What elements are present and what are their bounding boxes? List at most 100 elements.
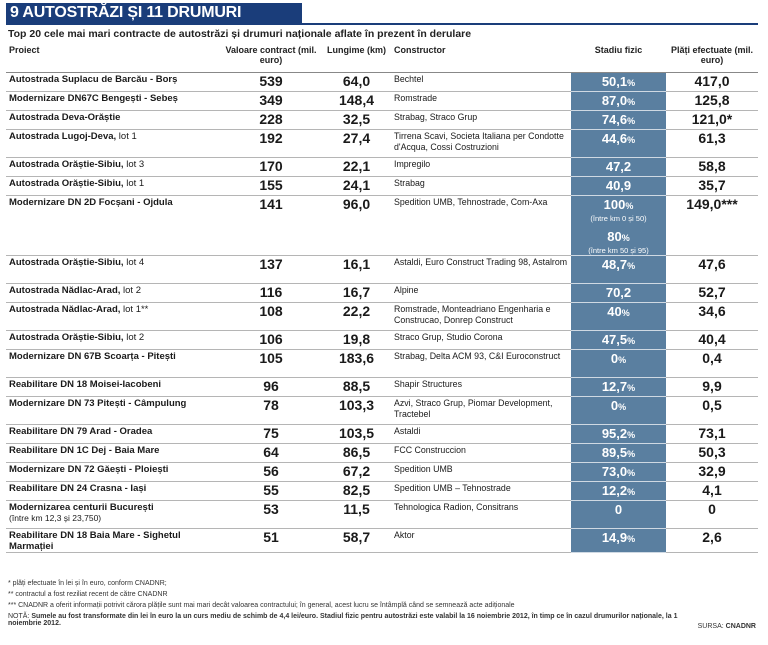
cell-status: 48,7% — [571, 255, 666, 284]
status-value: 44,6 — [601, 131, 628, 146]
cell-length: 58,7 — [322, 528, 391, 553]
cell-project: Modernizare DN 67B Scoarța - Pitești — [6, 349, 220, 378]
cell-contractor: Astaldi, Euro Construct Trading 98, Asta… — [391, 255, 571, 284]
cell-project: Autostrada Nădlac-Arad, lot 1** — [6, 302, 220, 331]
status-value: 47,2 — [605, 159, 632, 174]
cell-payments: 9,9 — [666, 377, 758, 397]
cell-length: 22,1 — [322, 157, 391, 177]
source: SURSA: CNADNR — [698, 623, 756, 630]
cell-length: 96,0 — [322, 195, 391, 256]
project-lot: lot 2 — [123, 332, 145, 343]
cell-value: 105 — [220, 349, 322, 378]
cell-value: 141 — [220, 195, 322, 256]
status-value: 47,5 — [601, 332, 628, 347]
cell-payments: 58,8 — [666, 157, 758, 177]
cell-contractor: Tirrena Scavi, Societa Italiana per Cond… — [391, 129, 571, 158]
cell-status: 74,6% — [571, 110, 666, 130]
status-percent: % — [621, 308, 630, 318]
cell-status: 40% — [571, 302, 666, 331]
table-row: Autostrada Orăștie-Sibiu, lot 2 106 19,8 St… — [6, 330, 758, 350]
project-name: Modernizare DN 67B Scoarța - Pitești — [9, 351, 176, 362]
cell-project: Autostrada Suplacu de Barcău - Borș — [6, 72, 220, 92]
cell-project: Autostrada Orăștie-Sibiu, lot 1 — [6, 176, 220, 196]
cell-value: 75 — [220, 424, 322, 444]
status-percent-2: % — [621, 233, 630, 243]
cell-project: Autostrada Nădlac-Arad, lot 2 — [6, 283, 220, 303]
cell-value: 539 — [220, 72, 322, 92]
project-name: Modernizare DN67C Bengești - Sebeș — [9, 93, 178, 104]
cell-project: Autostrada Orăștie-Sibiu, lot 4 — [6, 255, 220, 284]
header-contractor: Constructor — [391, 43, 571, 73]
status-note-2: (între km 50 și 95) — [588, 246, 649, 255]
table-row: Autostrada Suplacu de Barcău - Borș 539 64… — [6, 72, 758, 92]
cell-contractor: Spedition UMB – Tehnostrade — [391, 481, 571, 501]
cell-length: 183,6 — [322, 349, 391, 378]
cell-contractor: Azvi, Straco Grup, Piomar Development, T… — [391, 396, 571, 425]
cell-payments: 50,3 — [666, 443, 758, 463]
table-row: Modernizare DN 72 Găești - Ploiești 56 67,… — [6, 462, 758, 482]
cell-project: Modernizare DN67C Bengești - Sebeș — [6, 91, 220, 111]
status-value-2: 80 — [607, 229, 622, 244]
cell-project: Reabilitare DN 1C Dej - Baia Mare — [6, 443, 220, 463]
cell-length: 11,5 — [322, 500, 391, 529]
cell-length: 22,2 — [322, 302, 391, 331]
table-row: Reabilitare DN 1C Dej - Baia Mare 64 86,5 F… — [6, 443, 758, 463]
cell-length: 64,0 — [322, 72, 391, 92]
cell-length: 19,8 — [322, 330, 391, 350]
project-name: Autostrada Orăștie-Sibiu, — [9, 178, 124, 189]
title-rule — [6, 23, 758, 25]
cell-status: 12,2% — [571, 481, 666, 501]
status-percent: % — [627, 116, 636, 126]
status-value: 0 — [610, 398, 619, 413]
cell-status: 44,6% — [571, 129, 666, 158]
table-row: Autostrada Nădlac-Arad, lot 2 116 16,7 Alpi… — [6, 283, 758, 303]
header-payments: Plăți efectuate (mil. euro) — [666, 43, 758, 73]
status-note: (între km 0 și 50) — [590, 214, 647, 223]
cell-length: 16,7 — [322, 283, 391, 303]
cell-contractor: Astaldi — [391, 424, 571, 444]
status-value: 0 — [614, 502, 623, 517]
project-lot: lot 2 — [120, 285, 141, 296]
status-value: 95,2 — [601, 426, 628, 441]
status-percent: % — [627, 135, 636, 145]
cell-value: 55 — [220, 481, 322, 501]
cell-payments: 73,1 — [666, 424, 758, 444]
cell-contractor: Impregilo — [391, 157, 571, 177]
cell-project: Reabilitare DN 18 Moisei-Iacobeni — [6, 377, 220, 397]
cell-status: 0% — [571, 396, 666, 425]
table-row: Autostrada Nădlac-Arad, lot 1** 108 22,2 Ro… — [6, 302, 758, 331]
cell-payments: 35,7 — [666, 176, 758, 196]
table-row: Autostrada Lugoj-Deva, lot 1 192 27,4 Tirre… — [6, 129, 758, 158]
table-row: Reabilitare DN 18 Baia Mare - Sighetul M… — [6, 528, 758, 553]
cell-value: 64 — [220, 443, 322, 463]
project-name: Reabilitare DN 79 Arad - Oradea — [9, 426, 153, 437]
project-name: Autostrada Nădlac-Arad, — [9, 285, 121, 296]
cell-value: 56 — [220, 462, 322, 482]
cell-project: Reabilitare DN 18 Baia Mare - Sighetul M… — [6, 528, 220, 553]
header-value: Valoare contract (mil. euro) — [220, 43, 322, 73]
cell-project: Reabilitare DN 79 Arad - Oradea — [6, 424, 220, 444]
cell-length: 103,3 — [322, 396, 391, 425]
cell-status: 0 — [571, 500, 666, 529]
cell-payments: 4,1 — [666, 481, 758, 501]
cell-project: Modernizarea centurii București (între km… — [6, 500, 220, 529]
status-percent: % — [627, 78, 636, 88]
cell-status: 14,9% — [571, 528, 666, 553]
cell-length: 27,4 — [322, 129, 391, 158]
project-name: Modernizare DN 72 Găești - Ploiești — [9, 464, 169, 475]
header-length: Lungime (km) — [322, 43, 391, 73]
cell-status: 70,2 — [571, 283, 666, 303]
cell-payments: 0,5 — [666, 396, 758, 425]
status-percent: % — [627, 449, 636, 459]
table-row: Autostrada Orăștie-Sibiu, lot 1 155 24,1 St… — [6, 176, 758, 196]
cell-value: 96 — [220, 377, 322, 397]
project-name: Autostrada Suplacu de Barcău - Borș — [9, 74, 178, 85]
table-row: Autostrada Deva-Orăștie 228 32,5 Strabag, S… — [6, 110, 758, 130]
cell-value: 106 — [220, 330, 322, 350]
header-status: Stadiu fizic — [571, 43, 666, 73]
cell-project: Modernizare DN 73 Pitești - Câmpulung — [6, 396, 220, 425]
cell-payments: 417,0 — [666, 72, 758, 92]
status-value: 100 — [603, 197, 626, 212]
table-subtitle: Top 20 cele mai mari contracte de autost… — [8, 28, 472, 40]
status-percent: % — [618, 355, 627, 365]
